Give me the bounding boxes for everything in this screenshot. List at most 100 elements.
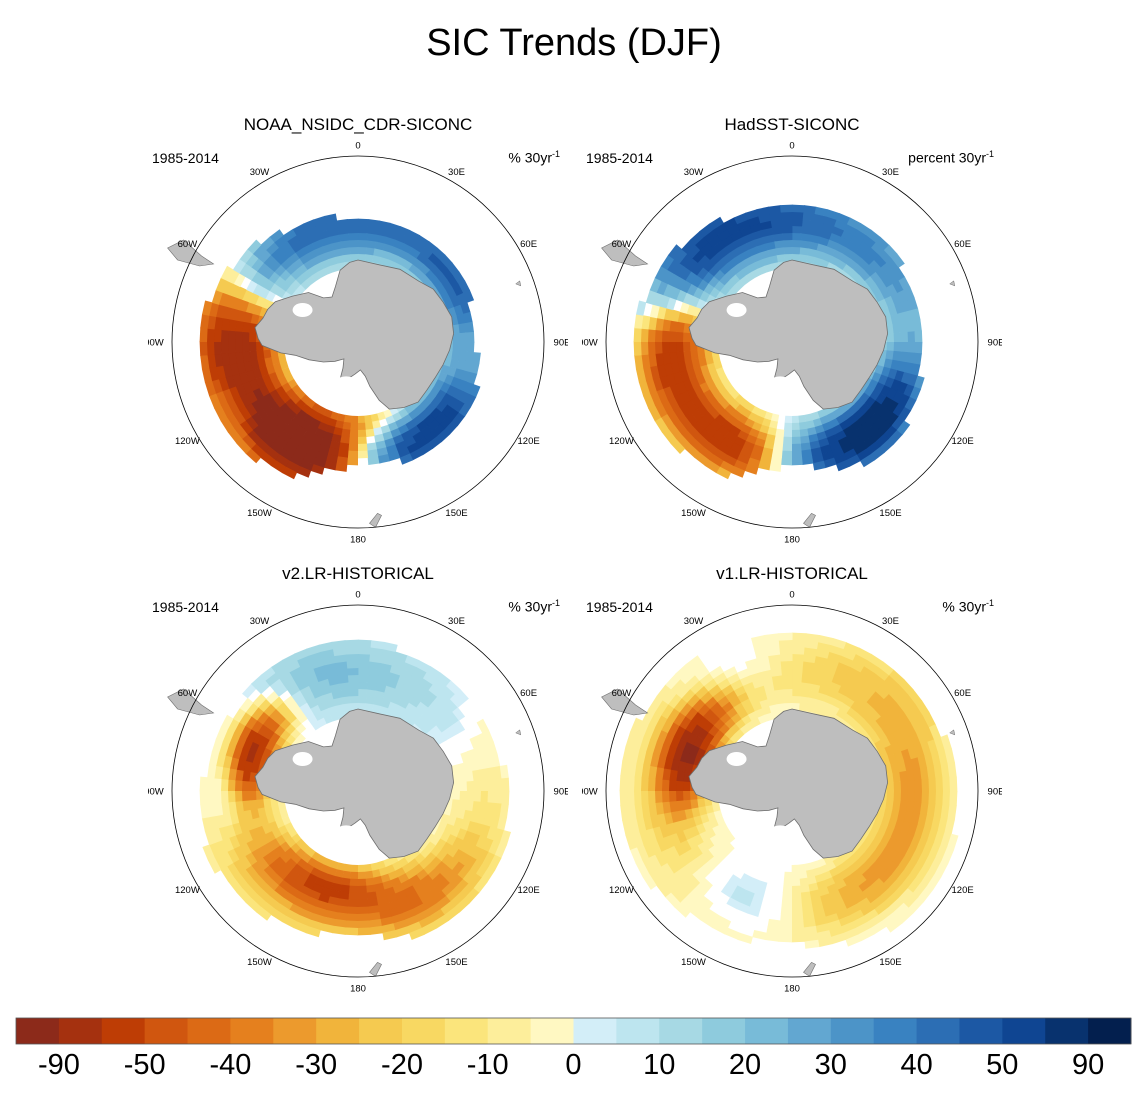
trend-cell [666, 859, 680, 874]
trend-cell [275, 867, 288, 881]
trend-cell [299, 908, 314, 921]
trend-cell [893, 332, 902, 343]
colorbar-swatch [873, 1018, 918, 1044]
trend-cell [837, 436, 851, 448]
trend-cell [757, 460, 771, 471]
trend-cell [260, 433, 275, 448]
trend-cell [702, 411, 715, 425]
trend-cell [633, 790, 642, 805]
trend-cell [379, 662, 393, 673]
trend-cell [487, 779, 496, 792]
trend-cell [299, 436, 312, 448]
trend-cell [649, 365, 660, 380]
trend-cell [368, 661, 382, 670]
trend-cell [915, 866, 930, 883]
trend-cell [808, 241, 819, 251]
trend-cell [891, 865, 905, 880]
trend-cell [306, 698, 319, 709]
trend-cell [295, 247, 308, 259]
trend-cell [898, 712, 912, 727]
trend-cell [805, 420, 815, 430]
trend-cell [745, 658, 759, 669]
trend-cell [303, 691, 316, 703]
trend-cell [376, 447, 389, 457]
trend-cell [348, 443, 358, 452]
trend-cell [234, 341, 243, 353]
trend-cell [813, 213, 827, 224]
trend-cell [769, 212, 782, 221]
trend-cell [281, 367, 291, 377]
trend-cell [670, 887, 686, 903]
trend-cell [729, 696, 742, 708]
trend-cell [801, 898, 813, 907]
trend-cell [280, 257, 293, 270]
trend-cell [441, 404, 454, 418]
trend-cell [715, 915, 732, 929]
trend-cell [325, 873, 336, 884]
trend-cell [903, 892, 919, 909]
trend-cell [812, 220, 825, 231]
trend-cell [900, 791, 909, 802]
trend-cell [682, 781, 691, 791]
trend-cell [287, 419, 300, 432]
colorbar-swatch [316, 1018, 360, 1044]
trend-cell [669, 769, 678, 781]
trend-cell [921, 779, 930, 792]
trend-cell [274, 453, 290, 468]
trend-cell [456, 359, 466, 371]
trend-cell [816, 243, 828, 253]
trend-cell [846, 666, 862, 679]
trend-cell [249, 350, 258, 361]
colorbar-swatch [787, 1018, 832, 1044]
longitude-label: 60W [612, 688, 632, 699]
trend-cell [358, 688, 368, 697]
trend-cell [834, 430, 847, 442]
longitude-label: 150W [247, 957, 272, 968]
trend-cell [367, 905, 380, 914]
trend-cell [862, 235, 877, 249]
trend-cell [306, 249, 319, 260]
trend-cell [388, 222, 401, 234]
trend-cell [810, 227, 823, 237]
trend-cell [791, 450, 803, 459]
trend-cell [940, 831, 952, 849]
trend-cell [883, 807, 893, 818]
trend-cell [380, 424, 391, 435]
trend-cell [699, 364, 710, 375]
trend-cell [875, 393, 887, 406]
trend-cell [924, 753, 935, 768]
trend-cell [835, 414, 847, 425]
trend-cell [480, 779, 489, 792]
trend-cell [472, 352, 481, 364]
trend-cell [656, 755, 667, 769]
trend-cell [909, 386, 922, 401]
trend-cell [339, 884, 350, 893]
trend-cell [772, 442, 784, 451]
trend-cell [694, 452, 710, 466]
trend-cell [370, 640, 385, 650]
trend-cell [864, 264, 877, 277]
trend-cell [875, 716, 888, 729]
trend-cell [817, 858, 827, 868]
trend-cell [733, 253, 745, 265]
trend-cell [439, 865, 453, 879]
trend-cell [439, 416, 453, 430]
trend-cell [902, 693, 917, 709]
trend-cell [323, 243, 334, 253]
trend-cell [273, 435, 288, 449]
panel-title: HadSST-SICONC [724, 115, 860, 134]
trend-cell [781, 218, 793, 227]
trend-cell [257, 396, 269, 409]
trend-cell [218, 292, 230, 307]
trend-cell [781, 899, 792, 908]
trend-cell [726, 257, 738, 270]
trend-cell [942, 791, 951, 806]
trend-cell [880, 287, 892, 300]
trend-cell [846, 431, 859, 443]
trend-cell [875, 279, 887, 292]
trend-cell [398, 249, 410, 260]
trend-cell [270, 804, 280, 814]
trend-cell [283, 228, 297, 242]
trend-cell [242, 770, 251, 782]
trend-cell [252, 387, 264, 401]
